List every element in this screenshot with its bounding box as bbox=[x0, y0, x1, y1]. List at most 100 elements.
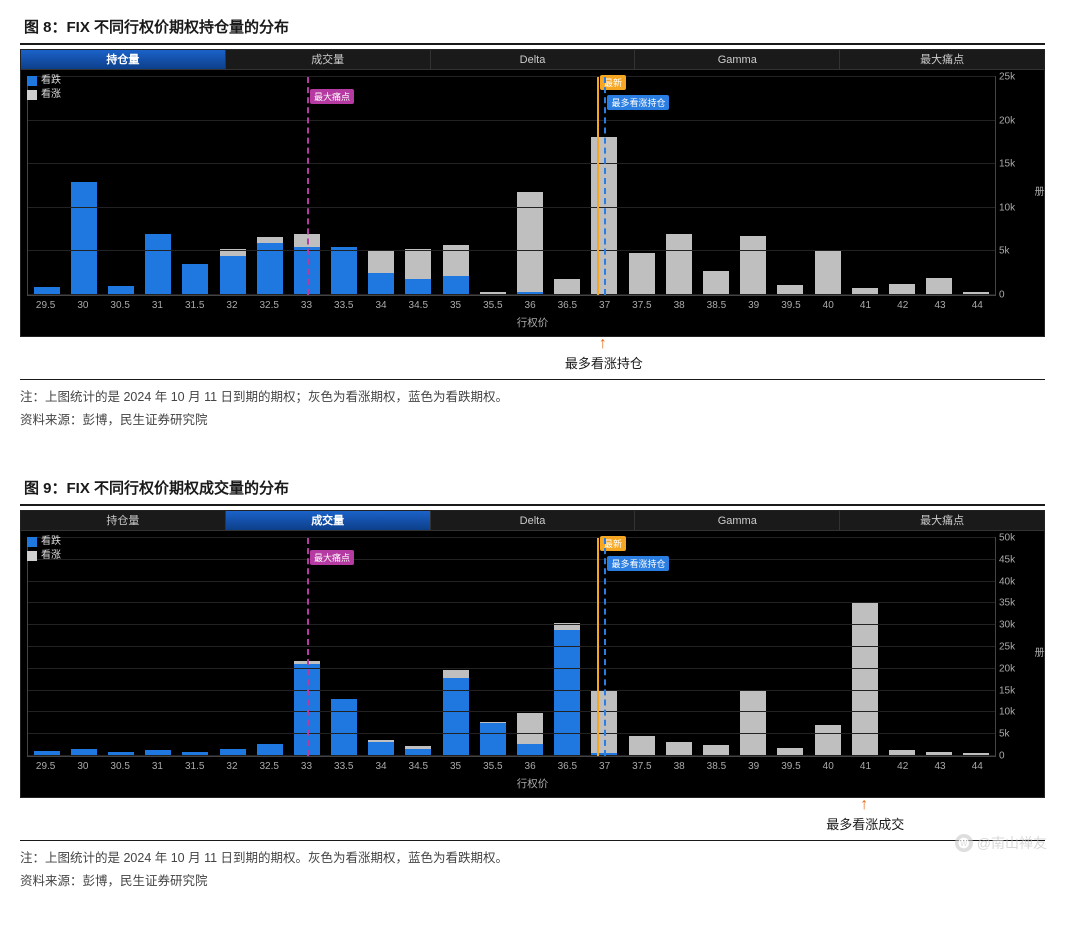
y-tick-label: 20k bbox=[999, 115, 1039, 126]
figure-8: 图 8：FIX 不同行权价期权持仓量的分布 持仓量成交量DeltaGamma最大… bbox=[20, 10, 1045, 431]
tab-持仓量[interactable]: 持仓量 bbox=[21, 50, 226, 69]
x-tick-label: 33 bbox=[288, 300, 325, 311]
bar-slot bbox=[697, 77, 734, 295]
weibo-icon: 🅦 bbox=[955, 834, 973, 852]
figure-8-tabs: 持仓量成交量DeltaGamma最大痛点 bbox=[21, 50, 1044, 70]
bar-slot bbox=[846, 538, 883, 756]
bar-put bbox=[71, 182, 97, 295]
gridline bbox=[28, 733, 995, 734]
bar-call bbox=[740, 236, 766, 295]
gridline bbox=[28, 163, 995, 164]
bar-stack bbox=[703, 77, 729, 295]
figure-9-chart: 持仓量成交量DeltaGamma最大痛点 看跌看涨 05k10k15k20k25… bbox=[20, 510, 1045, 798]
bar-stack bbox=[108, 538, 134, 756]
gridline bbox=[28, 624, 995, 625]
bar-call bbox=[926, 278, 952, 295]
figure-9-bars bbox=[28, 538, 995, 756]
bar-slot bbox=[251, 538, 288, 756]
bar-stack bbox=[777, 538, 803, 756]
x-tick-label: 40 bbox=[810, 761, 847, 772]
bar-call bbox=[740, 691, 766, 756]
bar-stack bbox=[554, 538, 580, 756]
y-axis-title: 册 bbox=[1030, 186, 1045, 196]
gridline bbox=[28, 120, 995, 121]
figure-8-title: 图 8：FIX 不同行权价期权持仓量的分布 bbox=[20, 10, 1045, 45]
tab-最大痛点[interactable]: 最大痛点 bbox=[840, 50, 1044, 69]
y-tick-label: 0 bbox=[999, 751, 1039, 762]
tab-成交量[interactable]: 成交量 bbox=[226, 50, 431, 69]
bar-slot bbox=[102, 538, 139, 756]
figure-8-plot: 05k10k15k20k25k册最大痛点最新最多看涨持仓 bbox=[27, 76, 996, 296]
gridline bbox=[28, 559, 995, 560]
gridline bbox=[28, 537, 995, 538]
bar-call bbox=[815, 250, 841, 295]
bar-call bbox=[815, 725, 841, 756]
y-tick-label: 30k bbox=[999, 620, 1039, 631]
bar-put bbox=[331, 247, 357, 295]
bar-slot bbox=[511, 77, 548, 295]
x-tick-label: 32.5 bbox=[251, 761, 288, 772]
x-tick-label: 30 bbox=[64, 300, 101, 311]
callout-text: 最多看涨持仓 bbox=[565, 353, 643, 372]
x-tick-label: 41 bbox=[847, 761, 884, 772]
tab-Delta[interactable]: Delta bbox=[431, 50, 636, 69]
y-tick-label: 50k bbox=[999, 533, 1039, 544]
x-tick-label: 39.5 bbox=[772, 300, 809, 311]
bar-stack bbox=[182, 538, 208, 756]
bar-call bbox=[666, 234, 692, 295]
x-tick-label: 42 bbox=[884, 761, 921, 772]
x-tick-label: 31.5 bbox=[176, 300, 213, 311]
figure-8-bars bbox=[28, 77, 995, 295]
bar-call bbox=[703, 271, 729, 295]
figure-8-chart: 持仓量成交量DeltaGamma最大痛点 看跌看涨 05k10k15k20k25… bbox=[20, 49, 1045, 337]
tab-最大痛点[interactable]: 最大痛点 bbox=[840, 511, 1044, 530]
figure-8-note-2: 资料来源：彭博，民生证券研究院 bbox=[20, 409, 1045, 432]
y-tick-label: 15k bbox=[999, 685, 1039, 696]
bar-stack bbox=[926, 77, 952, 295]
bar-call bbox=[629, 253, 655, 295]
marker-line bbox=[597, 77, 599, 295]
bar-slot bbox=[400, 77, 437, 295]
bar-stack bbox=[517, 77, 543, 295]
tab-Delta[interactable]: Delta bbox=[431, 511, 636, 530]
x-tick-label: 30.5 bbox=[102, 300, 139, 311]
bar-slot bbox=[549, 77, 586, 295]
bar-stack bbox=[220, 538, 246, 756]
bar-stack bbox=[963, 538, 989, 756]
bar-slot bbox=[437, 77, 474, 295]
y-tick-label: 10k bbox=[999, 707, 1039, 718]
bar-slot bbox=[474, 77, 511, 295]
bar-stack bbox=[666, 538, 692, 756]
y-tick-label: 15k bbox=[999, 159, 1039, 170]
bar-slot bbox=[214, 77, 251, 295]
bar-slot bbox=[65, 77, 102, 295]
tab-成交量[interactable]: 成交量 bbox=[226, 511, 431, 530]
x-tick-label: 39.5 bbox=[772, 761, 809, 772]
bar-slot bbox=[28, 77, 65, 295]
tab-持仓量[interactable]: 持仓量 bbox=[21, 511, 226, 530]
bar-slot bbox=[177, 77, 214, 295]
bar-stack bbox=[220, 77, 246, 295]
marker-line bbox=[604, 77, 606, 295]
bar-stack bbox=[852, 77, 878, 295]
x-tick-label: 36 bbox=[511, 300, 548, 311]
watermark-text: @南山禅友 bbox=[977, 833, 1047, 853]
tab-Gamma[interactable]: Gamma bbox=[635, 50, 840, 69]
bar-slot bbox=[326, 538, 363, 756]
bar-put bbox=[182, 264, 208, 295]
bar-slot bbox=[735, 77, 772, 295]
bar-put bbox=[368, 742, 394, 756]
y-tick-label: 0 bbox=[999, 290, 1039, 301]
bar-stack bbox=[368, 538, 394, 756]
x-tick-label: 38.5 bbox=[698, 761, 735, 772]
tab-Gamma[interactable]: Gamma bbox=[635, 511, 840, 530]
bar-slot bbox=[883, 77, 920, 295]
bar-slot bbox=[400, 538, 437, 756]
bar-call bbox=[517, 713, 543, 744]
figure-8-callout: ↑最多看涨持仓 bbox=[20, 337, 1045, 371]
x-tick-label: 41 bbox=[847, 300, 884, 311]
bar-stack bbox=[368, 77, 394, 295]
gridline bbox=[28, 668, 995, 669]
watermark: 🅦 @南山禅友 bbox=[955, 833, 1047, 853]
bar-stack bbox=[815, 538, 841, 756]
